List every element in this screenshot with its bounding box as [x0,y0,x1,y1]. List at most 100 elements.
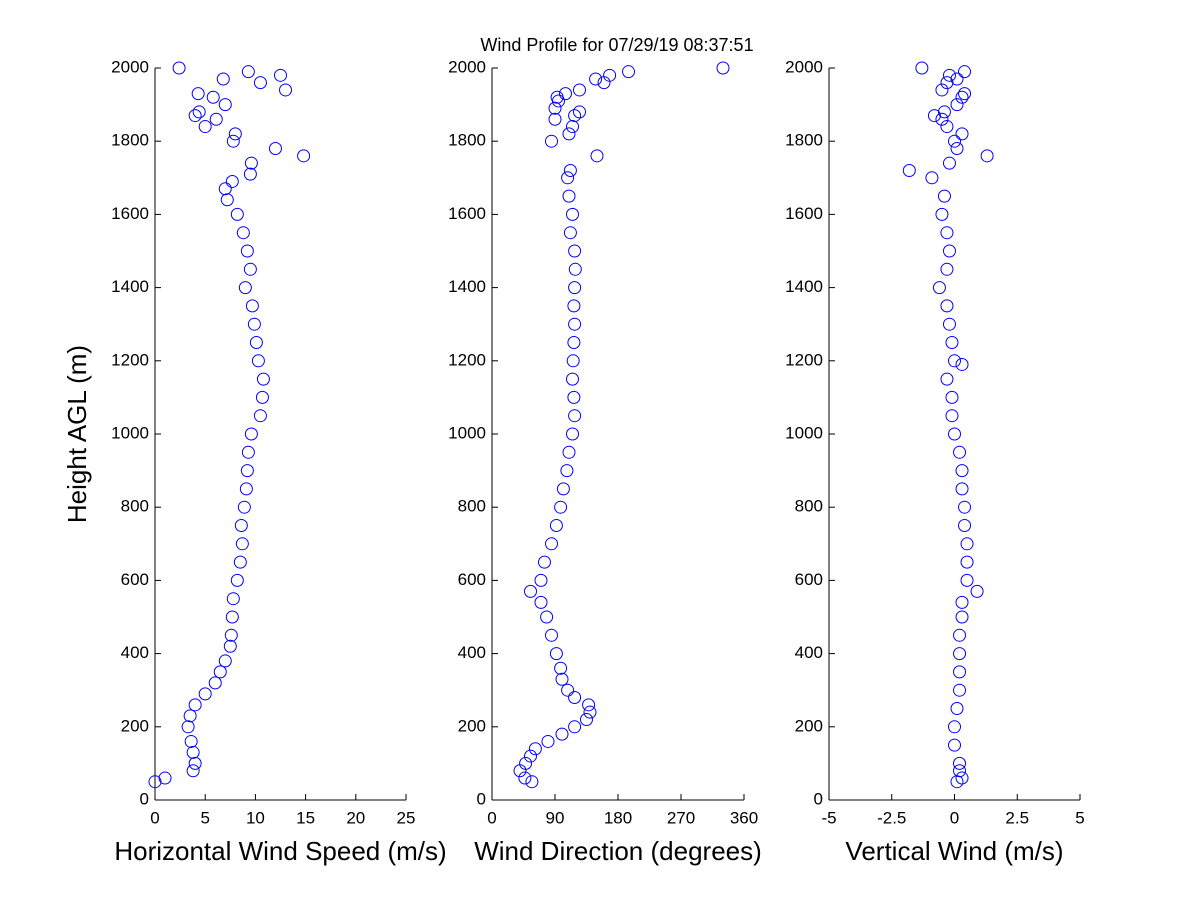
y-tick-label: 0 [477,789,486,808]
point [545,537,558,551]
point [538,555,551,569]
point [519,756,533,770]
point [942,68,956,82]
point [583,705,597,719]
x-tick-label: 2.5 [1005,808,1029,827]
y-tick-label: 1600 [448,204,486,223]
point [955,357,969,371]
point [224,628,238,642]
x-tick-label: 360 [730,808,758,827]
y-tick-label: 1400 [785,277,823,296]
point [534,595,548,609]
point [186,745,200,759]
point [540,610,554,624]
x-tick-label: 5 [200,808,209,827]
y-tick-label: 600 [121,570,149,589]
point [590,149,604,163]
point [568,244,582,258]
chart-title: Wind Profile for 07/29/19 08:37:51 [480,35,753,55]
point [955,595,969,609]
point [622,65,635,79]
point [566,120,579,134]
y-tick-label: 1800 [448,131,486,150]
y-tick-label: 1000 [448,423,486,442]
point [218,654,232,668]
point [148,775,162,789]
x-tick-label: 0 [150,808,159,827]
point [274,68,287,82]
y-tick-label: 0 [814,789,823,808]
point [186,764,200,778]
point [568,720,582,734]
point [566,427,579,441]
point [188,109,202,123]
point [253,409,267,423]
point [580,712,593,726]
point [562,127,576,141]
point [245,299,259,313]
point [518,771,532,785]
point [545,628,558,642]
point [942,244,956,258]
point [240,464,254,478]
point [948,720,961,734]
point [716,61,730,75]
point [230,573,244,587]
point [549,519,563,532]
point [953,647,967,661]
point [955,771,969,785]
point [181,720,195,734]
point [243,167,257,181]
point [950,142,964,156]
point [550,90,564,104]
point [239,482,253,496]
point [945,409,959,423]
point [524,584,537,598]
point [554,500,568,514]
point [958,65,972,79]
point [950,702,964,715]
y-tick-label: 2000 [448,57,486,76]
point [225,174,239,188]
point [573,83,586,97]
point [958,500,972,514]
point [942,317,956,331]
point [953,445,967,459]
point [950,72,964,86]
point [980,149,994,163]
point [191,87,205,101]
point [937,189,951,203]
point [256,372,270,386]
point [251,354,265,368]
point [247,317,261,331]
point [158,771,172,785]
point [940,226,954,240]
y-tick-label: 1400 [448,277,486,296]
point [566,354,580,368]
point [198,687,212,701]
point [960,537,974,551]
point [568,409,582,423]
point [234,519,248,532]
point [545,134,558,148]
x-tick-label: 10 [246,808,265,827]
y-tick-label: 0 [140,789,149,808]
y-tick-label: 800 [795,497,823,516]
point [268,142,282,156]
point [940,262,954,276]
point [940,299,954,313]
x-tick-label: 0 [950,808,959,827]
x-tick-label: 180 [604,808,632,827]
point [582,698,596,712]
point [953,628,967,642]
point [589,72,603,86]
point [566,207,579,221]
point [279,83,293,97]
point [208,676,222,690]
point [244,156,258,170]
point [958,87,972,101]
point [562,445,576,459]
point [525,775,539,789]
